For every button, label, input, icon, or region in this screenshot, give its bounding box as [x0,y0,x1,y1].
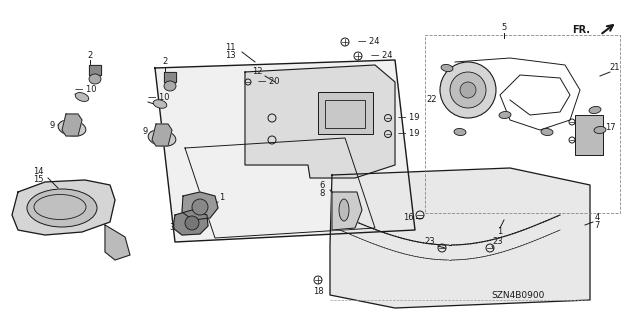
Circle shape [192,199,208,215]
Circle shape [450,72,486,108]
Text: 14: 14 [33,167,44,176]
Text: 4: 4 [595,213,600,222]
Text: 21: 21 [610,63,620,72]
Text: FR.: FR. [572,25,590,35]
Ellipse shape [27,189,97,227]
Circle shape [185,216,199,230]
Text: 18: 18 [313,287,323,296]
Text: 1: 1 [497,227,502,236]
Polygon shape [173,210,208,235]
Ellipse shape [164,81,176,91]
Ellipse shape [58,120,86,136]
Polygon shape [330,168,590,308]
Bar [325,100,365,128]
Ellipse shape [454,129,466,136]
Text: 2: 2 [88,50,93,60]
Text: — 24: — 24 [371,51,392,61]
Ellipse shape [148,130,176,146]
Text: 9: 9 [142,128,148,137]
Bar [425,35,620,213]
Text: 7: 7 [595,221,600,231]
Text: — 20: — 20 [258,78,280,86]
Bar [318,92,373,134]
Text: 2: 2 [163,57,168,66]
Polygon shape [89,65,101,75]
Text: 23: 23 [493,238,503,247]
Text: 13: 13 [225,51,236,61]
Bar [575,115,603,155]
Text: — 19: — 19 [398,114,419,122]
Text: 6: 6 [319,182,324,190]
Text: 12: 12 [252,68,262,77]
Text: 1: 1 [220,194,225,203]
Text: 11: 11 [225,43,236,53]
Text: 9: 9 [49,121,54,130]
Polygon shape [164,72,176,82]
Text: 23: 23 [425,238,435,247]
Text: — 19: — 19 [398,130,419,138]
Polygon shape [62,114,82,136]
Polygon shape [152,124,172,146]
Ellipse shape [76,93,89,101]
Circle shape [460,82,476,98]
Text: — 10: — 10 [75,85,97,94]
Ellipse shape [541,129,553,136]
Circle shape [440,62,496,118]
Polygon shape [155,60,415,242]
Polygon shape [245,65,395,178]
Text: 8: 8 [319,189,324,198]
Ellipse shape [441,64,453,71]
Ellipse shape [153,100,167,108]
Text: 17: 17 [605,123,615,132]
Text: 3: 3 [170,224,175,233]
Ellipse shape [594,126,606,134]
Polygon shape [182,192,218,220]
Ellipse shape [499,111,511,119]
Text: — 10: — 10 [148,93,170,102]
Text: 16: 16 [403,213,413,222]
Text: — 24: — 24 [358,38,380,47]
Ellipse shape [89,74,101,84]
Ellipse shape [339,199,349,221]
Text: 15: 15 [33,175,44,184]
Polygon shape [105,225,130,260]
Text: 22: 22 [427,95,437,105]
Text: 5: 5 [501,24,507,33]
Ellipse shape [589,107,601,114]
Polygon shape [332,192,362,230]
Polygon shape [12,180,115,235]
Text: SZN4B0900: SZN4B0900 [492,291,545,300]
